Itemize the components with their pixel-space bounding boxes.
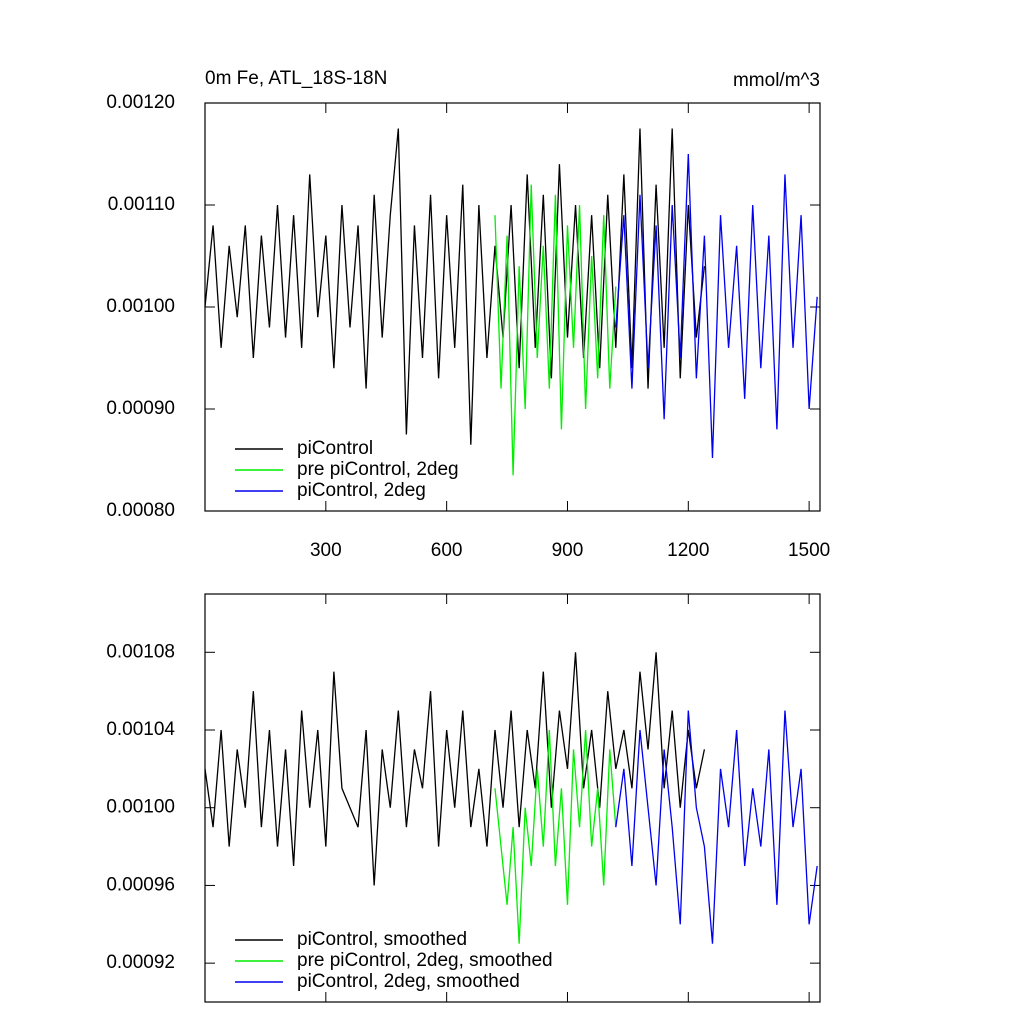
y-tick-label: 0.00080: [106, 500, 175, 521]
units-label: mmol/m^3: [733, 70, 820, 91]
legend-label: pre piControl, 2deg: [297, 459, 459, 480]
y-tick-label: 0.00100: [106, 797, 175, 818]
plot-frame: [204, 102, 821, 512]
x-tick-label: 1200: [667, 540, 709, 561]
y-tick-label: 0.00120: [106, 92, 175, 113]
legend-label: piControl: [297, 438, 373, 459]
series-line: [494, 184, 617, 476]
legend-label: piControl, smoothed: [297, 929, 467, 950]
y-tick-label: 0.00090: [106, 398, 175, 419]
legend-label: piControl, 2deg: [297, 480, 426, 501]
series-line: [204, 652, 706, 886]
x-tick-label: 600: [431, 540, 463, 561]
series-line: [204, 128, 706, 445]
y-tick-label: 0.00100: [106, 296, 175, 317]
x-tick-label: 300: [310, 540, 342, 561]
legend-label: piControl, 2deg, smoothed: [297, 971, 520, 992]
series-line: [615, 710, 818, 944]
chart-title: 0m Fe, ATL_18S-18N: [205, 68, 387, 89]
y-tick-label: 0.00104: [106, 719, 175, 740]
x-tick-label: 1500: [788, 540, 830, 561]
x-tick-label: 900: [552, 540, 584, 561]
series-line: [615, 153, 818, 458]
y-tick-label: 0.00092: [106, 952, 175, 973]
y-tick-label: 0.00110: [108, 194, 175, 215]
y-tick-label: 0.00108: [106, 641, 175, 662]
series-line: [494, 729, 617, 944]
plot-frame: [204, 593, 821, 1003]
legend-label: pre piControl, 2deg, smoothed: [297, 950, 553, 971]
y-tick-label: 0.00096: [106, 874, 175, 895]
